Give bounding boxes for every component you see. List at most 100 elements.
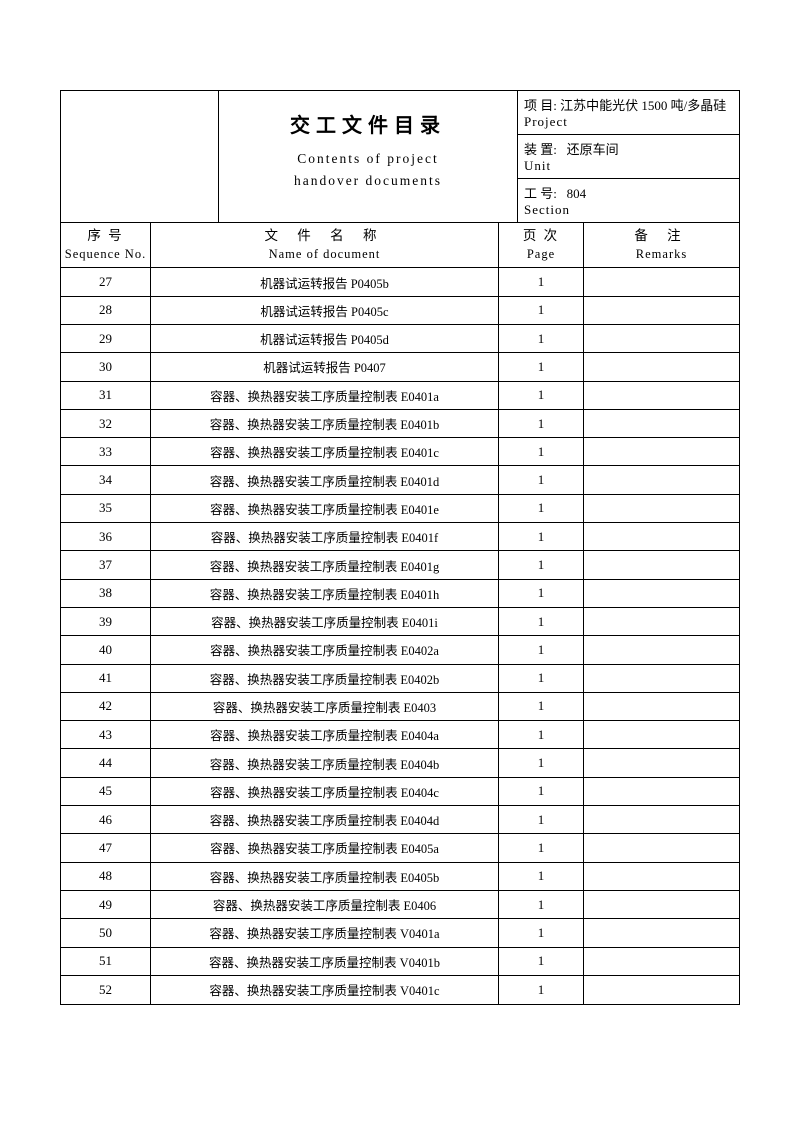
cell-seq: 39 xyxy=(61,608,151,635)
cell-seq: 31 xyxy=(61,382,151,409)
cell-page: 1 xyxy=(499,891,584,918)
cell-seq: 47 xyxy=(61,834,151,861)
table-row: 34容器、换热器安装工序质量控制表 E0401d1 xyxy=(61,466,739,494)
table-row: 33容器、换热器安装工序质量控制表 E0401c1 xyxy=(61,438,739,466)
header-row: 交工文件目录 Contents of project handover docu… xyxy=(61,91,739,223)
cell-page: 1 xyxy=(499,976,584,1004)
section-label-cn: 工 号: xyxy=(524,186,557,201)
cell-seq: 51 xyxy=(61,948,151,975)
cell-remarks xyxy=(584,382,739,409)
project-cell: 项 目: 江苏中能光伏 1500 吨/多晶硅 Project xyxy=(518,91,739,135)
project-label-en: Project xyxy=(524,114,733,130)
cell-name: 容器、换热器安装工序质量控制表 E0402a xyxy=(151,636,499,663)
document-table: 交工文件目录 Contents of project handover docu… xyxy=(60,90,740,1005)
table-row: 49容器、换热器安装工序质量控制表 E04061 xyxy=(61,891,739,919)
cell-remarks xyxy=(584,353,739,380)
cell-remarks xyxy=(584,976,739,1004)
cell-name: 机器试运转报告 P0405d xyxy=(151,325,499,352)
cell-page: 1 xyxy=(499,665,584,692)
cell-remarks xyxy=(584,608,739,635)
cell-name: 容器、换热器安装工序质量控制表 V0401c xyxy=(151,976,499,1004)
table-row: 41容器、换热器安装工序质量控制表 E0402b1 xyxy=(61,665,739,693)
table-row: 40容器、换热器安装工序质量控制表 E0402a1 xyxy=(61,636,739,664)
table-row: 52容器、换热器安装工序质量控制表 V0401c1 xyxy=(61,976,739,1004)
cell-remarks xyxy=(584,580,739,607)
cell-page: 1 xyxy=(499,693,584,720)
cell-seq: 44 xyxy=(61,749,151,776)
cell-seq: 28 xyxy=(61,297,151,324)
table-row: 38容器、换热器安装工序质量控制表 E0401h1 xyxy=(61,580,739,608)
cell-name: 容器、换热器安装工序质量控制表 V0401b xyxy=(151,948,499,975)
cell-name: 容器、换热器安装工序质量控制表 E0406 xyxy=(151,891,499,918)
cell-name: 容器、换热器安装工序质量控制表 E0401b xyxy=(151,410,499,437)
table-row: 42容器、换热器安装工序质量控制表 E04031 xyxy=(61,693,739,721)
header-title: 交工文件目录 Contents of project handover docu… xyxy=(219,91,518,222)
cell-seq: 34 xyxy=(61,466,151,493)
table-row: 31容器、换热器安装工序质量控制表 E0401a1 xyxy=(61,382,739,410)
section-label-en: Section xyxy=(524,202,733,218)
cell-remarks xyxy=(584,325,739,352)
cell-seq: 48 xyxy=(61,863,151,890)
document-page: 交工文件目录 Contents of project handover docu… xyxy=(0,0,800,1132)
cell-seq: 35 xyxy=(61,495,151,522)
column-header-row: 序 号 Sequence No. 文 件 名 称 Name of documen… xyxy=(61,223,739,268)
unit-value: 还原车间 xyxy=(567,142,619,157)
cell-name: 容器、换热器安装工序质量控制表 E0401h xyxy=(151,580,499,607)
cell-remarks xyxy=(584,863,739,890)
table-row: 50容器、换热器安装工序质量控制表 V0401a1 xyxy=(61,919,739,947)
cell-name: 容器、换热器安装工序质量控制表 E0405a xyxy=(151,834,499,861)
cell-name: 容器、换热器安装工序质量控制表 E0404b xyxy=(151,749,499,776)
unit-label-cn: 装 置: xyxy=(524,142,557,157)
title-cn: 交工文件目录 xyxy=(227,109,509,138)
cell-name: 容器、换热器安装工序质量控制表 E0404c xyxy=(151,778,499,805)
cell-remarks xyxy=(584,948,739,975)
cell-name: 容器、换热器安装工序质量控制表 E0401f xyxy=(151,523,499,550)
cell-remarks xyxy=(584,495,739,522)
col-remarks-en: Remarks xyxy=(586,246,737,264)
cell-name: 容器、换热器安装工序质量控制表 E0404d xyxy=(151,806,499,833)
cell-remarks xyxy=(584,778,739,805)
cell-seq: 32 xyxy=(61,410,151,437)
table-row: 29机器试运转报告 P0405d1 xyxy=(61,325,739,353)
table-row: 27机器试运转报告 P0405b1 xyxy=(61,268,739,296)
table-row: 47容器、换热器安装工序质量控制表 E0405a1 xyxy=(61,834,739,862)
cell-remarks xyxy=(584,636,739,663)
table-row: 37容器、换热器安装工序质量控制表 E0401g1 xyxy=(61,551,739,579)
cell-name: 容器、换热器安装工序质量控制表 E0401a xyxy=(151,382,499,409)
table-row: 45容器、换热器安装工序质量控制表 E0404c1 xyxy=(61,778,739,806)
cell-name: 容器、换热器安装工序质量控制表 E0401c xyxy=(151,438,499,465)
table-row: 43容器、换热器安装工序质量控制表 E0404a1 xyxy=(61,721,739,749)
cell-remarks xyxy=(584,721,739,748)
cell-seq: 30 xyxy=(61,353,151,380)
cell-remarks xyxy=(584,919,739,946)
col-page-header: 页 次 Page xyxy=(499,223,584,267)
cell-seq: 42 xyxy=(61,693,151,720)
col-name-cn: 文 件 名 称 xyxy=(153,227,496,246)
cell-seq: 45 xyxy=(61,778,151,805)
table-row: 35容器、换热器安装工序质量控制表 E0401e1 xyxy=(61,495,739,523)
section-line-cn: 工 号: 804 xyxy=(524,183,733,202)
header-info: 项 目: 江苏中能光伏 1500 吨/多晶硅 Project 装 置: 还原车间… xyxy=(518,91,739,222)
cell-remarks xyxy=(584,834,739,861)
project-label-cn: 项 目: xyxy=(524,98,557,113)
project-value: 江苏中能光伏 1500 吨/多晶硅 xyxy=(560,98,726,113)
cell-page: 1 xyxy=(499,438,584,465)
title-en-line1: Contents of project xyxy=(227,148,509,170)
cell-page: 1 xyxy=(499,948,584,975)
col-seq-cn: 序 号 xyxy=(63,227,148,246)
cell-seq: 46 xyxy=(61,806,151,833)
section-value: 804 xyxy=(567,186,587,201)
cell-name: 容器、换热器安装工序质量控制表 E0401i xyxy=(151,608,499,635)
cell-page: 1 xyxy=(499,636,584,663)
col-name-en: Name of document xyxy=(153,246,496,264)
cell-seq: 27 xyxy=(61,268,151,295)
cell-seq: 37 xyxy=(61,551,151,578)
col-page-cn: 页 次 xyxy=(501,227,581,246)
cell-seq: 36 xyxy=(61,523,151,550)
cell-remarks xyxy=(584,523,739,550)
cell-name: 容器、换热器安装工序质量控制表 E0405b xyxy=(151,863,499,890)
cell-page: 1 xyxy=(499,778,584,805)
cell-name: 机器试运转报告 P0407 xyxy=(151,353,499,380)
table-row: 51容器、换热器安装工序质量控制表 V0401b1 xyxy=(61,948,739,976)
section-cell: 工 号: 804 Section xyxy=(518,179,739,222)
